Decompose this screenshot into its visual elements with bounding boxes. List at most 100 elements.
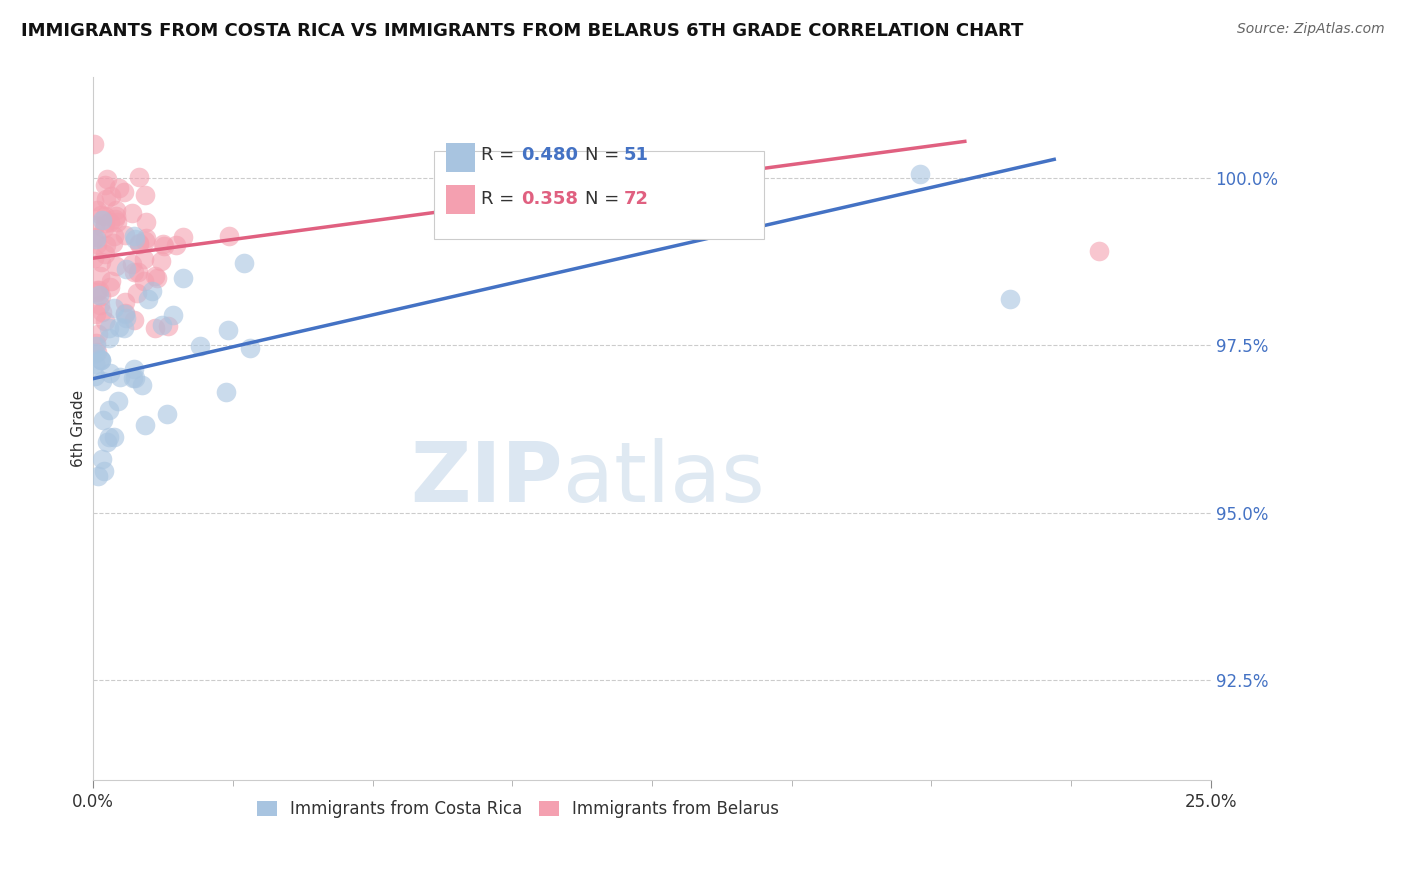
Point [90, 352, 112, 367]
Point [84, 345, 107, 359]
Text: atlas: atlas [562, 438, 765, 518]
Legend: Immigrants from Costa Rica, Immigrants from Belarus: Immigrants from Costa Rica, Immigrants f… [250, 793, 786, 825]
Point [131, 377, 153, 392]
Point [98, 280, 121, 294]
Point [84, 368, 107, 383]
Point [172, 230, 194, 244]
Point [114, 307, 136, 321]
Point [135, 215, 157, 229]
Point [124, 232, 146, 246]
Point [90, 254, 112, 268]
Point [141, 285, 163, 299]
Point [112, 321, 135, 335]
Point [165, 238, 187, 252]
Point [239, 341, 262, 355]
FancyBboxPatch shape [446, 143, 475, 172]
Point [150, 318, 173, 333]
Text: R =: R = [481, 146, 520, 164]
Point [98, 321, 121, 335]
Point [136, 292, 159, 306]
Point [90, 209, 112, 223]
Point [91, 452, 114, 467]
Point [218, 228, 240, 243]
Point [87, 326, 110, 341]
Point [114, 227, 136, 242]
Point [98, 215, 121, 229]
Point [101, 236, 124, 251]
Point [127, 265, 149, 279]
Point [145, 268, 167, 283]
Point [112, 185, 135, 199]
Point [86, 236, 108, 251]
Point [146, 270, 169, 285]
Point [134, 235, 156, 249]
Point [122, 371, 145, 385]
Point [98, 403, 121, 417]
Point [91, 374, 114, 388]
Point [1088, 244, 1111, 258]
Point [89, 352, 111, 367]
Point [83, 137, 105, 152]
Point [98, 366, 121, 380]
Text: 0.480: 0.480 [522, 146, 578, 164]
Point [91, 413, 114, 427]
Point [215, 385, 238, 400]
Point [83, 194, 105, 209]
Point [128, 235, 150, 250]
Point [115, 261, 138, 276]
Point [103, 430, 125, 444]
Point [87, 287, 110, 301]
Point [94, 192, 117, 206]
Point [87, 468, 110, 483]
Point [84, 357, 107, 371]
Point [96, 172, 118, 186]
Point [90, 289, 112, 303]
Point [103, 228, 125, 243]
Point [84, 232, 107, 246]
Point [115, 311, 138, 326]
Point [162, 308, 184, 322]
Point [128, 170, 150, 185]
Point [908, 167, 931, 181]
Point [105, 260, 128, 274]
Point [97, 331, 120, 345]
Point [127, 285, 149, 300]
Point [217, 323, 239, 337]
Point [121, 206, 143, 220]
Point [94, 209, 117, 223]
Point [232, 256, 254, 270]
Point [105, 209, 128, 223]
Point [135, 231, 157, 245]
Point [122, 362, 145, 376]
Point [110, 369, 132, 384]
Point [84, 230, 107, 244]
Text: R =: R = [481, 190, 520, 208]
Point [108, 181, 131, 195]
Point [86, 285, 108, 299]
Text: N =: N = [585, 190, 624, 208]
Point [94, 247, 117, 261]
Point [83, 251, 105, 265]
Point [91, 305, 114, 319]
Point [153, 239, 176, 253]
Point [94, 216, 117, 230]
Point [94, 178, 117, 192]
Point [128, 237, 150, 252]
Point [93, 464, 115, 478]
Text: N =: N = [585, 146, 624, 164]
Point [156, 407, 179, 421]
Point [86, 203, 108, 218]
Text: IMMIGRANTS FROM COSTA RICA VS IMMIGRANTS FROM BELARUS 6TH GRADE CORRELATION CHAR: IMMIGRANTS FROM COSTA RICA VS IMMIGRANTS… [21, 22, 1024, 40]
Point [122, 265, 145, 279]
Point [132, 252, 155, 267]
Point [156, 319, 179, 334]
Point [84, 335, 107, 350]
Point [998, 292, 1021, 306]
Point [100, 189, 122, 203]
FancyBboxPatch shape [434, 152, 763, 239]
Point [93, 221, 115, 235]
Point [86, 344, 108, 359]
Point [134, 417, 156, 432]
Point [103, 301, 125, 315]
Point [122, 313, 145, 327]
